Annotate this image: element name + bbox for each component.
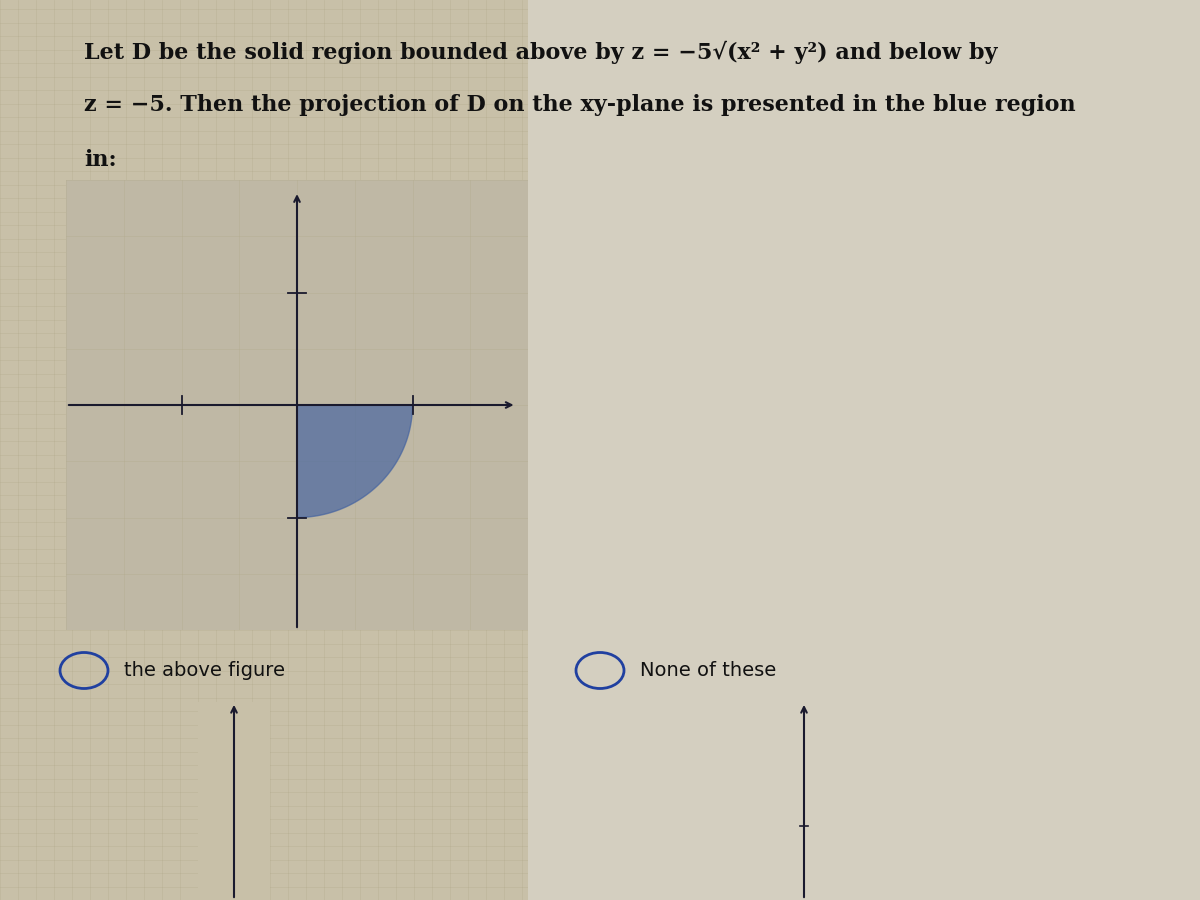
Text: in:: in: [84, 148, 116, 170]
Text: Let D be the solid region bounded above by z = −5√(x² + y²) and below by: Let D be the solid region bounded above … [84, 40, 997, 64]
Text: z = −5. Then the projection of D on the xy-plane is presented in the blue region: z = −5. Then the projection of D on the … [84, 94, 1075, 116]
Text: the above figure: the above figure [124, 661, 284, 680]
Polygon shape [298, 405, 413, 518]
Text: None of these: None of these [640, 661, 776, 680]
